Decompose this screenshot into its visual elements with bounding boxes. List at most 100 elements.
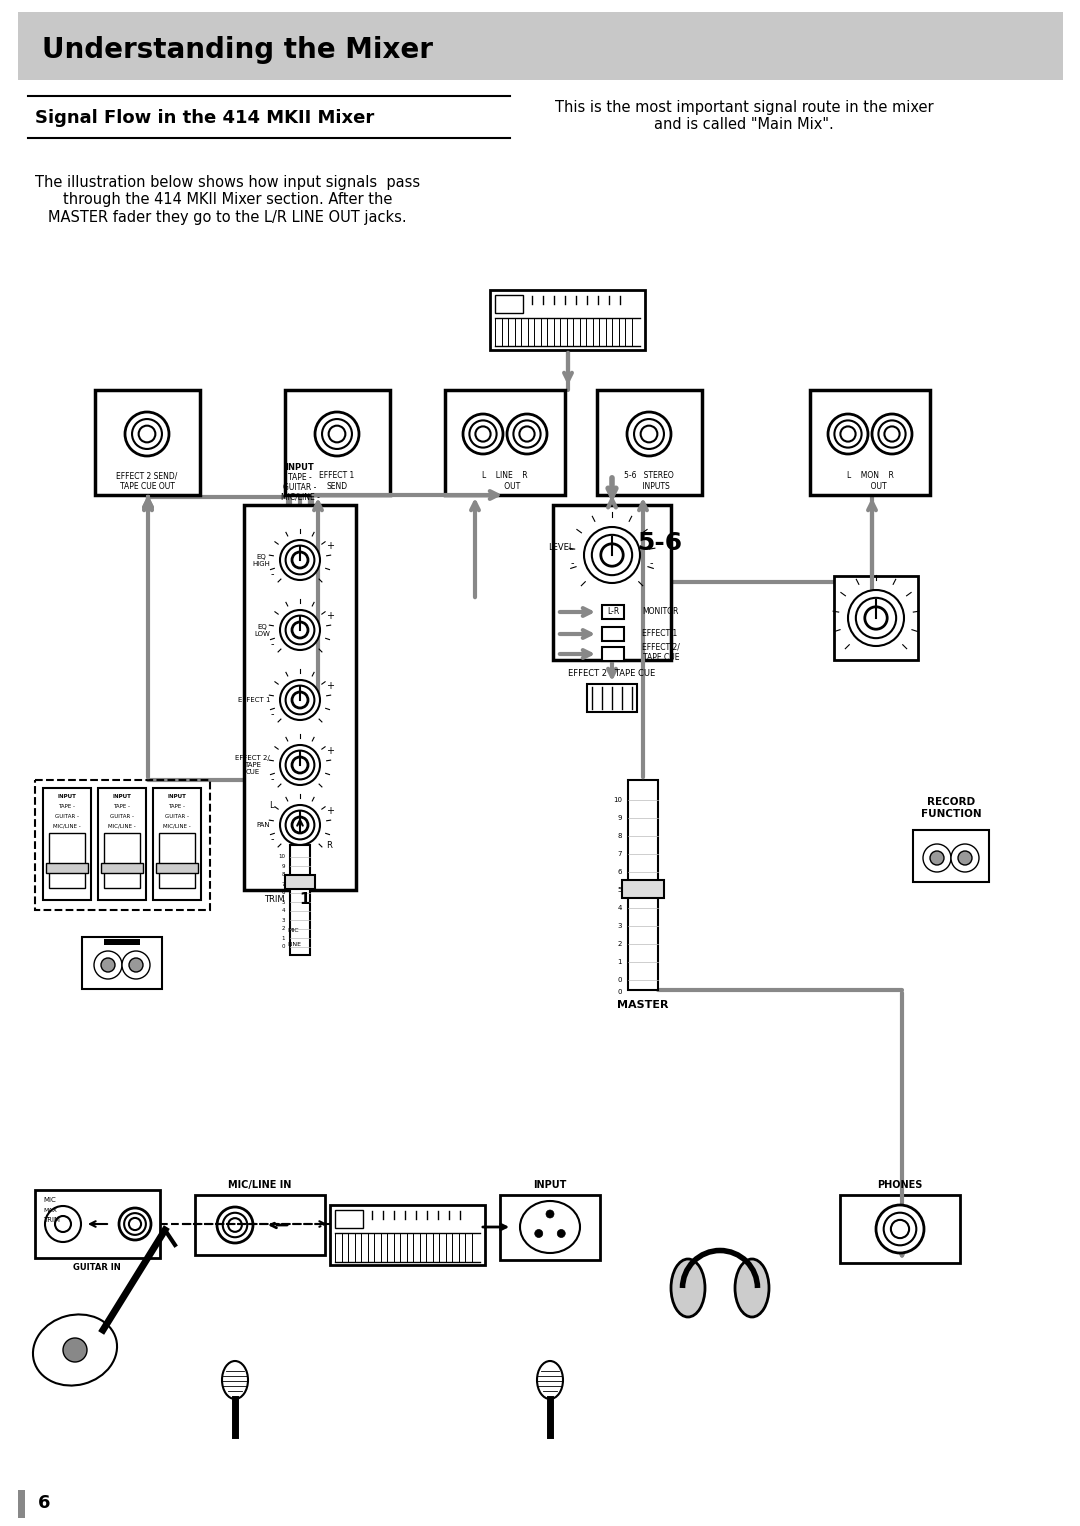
Bar [602, 627, 624, 641]
Text: +: + [326, 681, 334, 691]
Circle shape [280, 745, 320, 784]
Bar [195, 1195, 325, 1254]
Text: INPUT: INPUT [57, 794, 77, 798]
Text: GUITAR -: GUITAR - [283, 482, 316, 491]
Ellipse shape [519, 1201, 580, 1253]
Bar [495, 295, 523, 313]
Text: -: - [270, 835, 274, 844]
Text: 6: 6 [618, 868, 622, 874]
Text: MAX: MAX [43, 1207, 57, 1213]
Text: 10: 10 [613, 797, 622, 803]
Text: 10: 10 [278, 855, 285, 859]
Bar [43, 787, 91, 900]
Circle shape [292, 757, 308, 774]
Circle shape [63, 1338, 87, 1363]
Circle shape [840, 426, 855, 441]
Text: 1: 1 [618, 958, 622, 964]
Circle shape [322, 420, 352, 449]
Text: EQ
HIGH: EQ HIGH [252, 554, 270, 566]
Text: EFFECT 1
SEND: EFFECT 1 SEND [320, 472, 354, 491]
Text: 0: 0 [282, 945, 285, 949]
Text: EFFECT 2/
TAPE CUE: EFFECT 2/ TAPE CUE [642, 642, 680, 662]
Circle shape [930, 852, 944, 865]
Text: EQ
LOW: EQ LOW [254, 624, 270, 636]
Circle shape [315, 412, 359, 456]
Text: RECORD: RECORD [927, 797, 975, 807]
Circle shape [513, 420, 541, 447]
Bar [244, 505, 356, 890]
Text: +: + [326, 542, 334, 551]
Text: Understanding the Mixer: Understanding the Mixer [42, 37, 433, 64]
Circle shape [129, 1218, 141, 1230]
Circle shape [280, 681, 320, 720]
Text: TAPE -: TAPE - [58, 804, 76, 809]
Text: INPUT: INPUT [112, 794, 132, 798]
Text: This is the most important signal route in the mixer
and is called "Main Mix".: This is the most important signal route … [555, 101, 933, 133]
Bar [95, 391, 200, 494]
Text: EFFECT 2/
TAPE
CUE: EFFECT 2/ TAPE CUE [235, 755, 270, 775]
Ellipse shape [671, 1259, 705, 1317]
Circle shape [129, 958, 143, 972]
Text: 2: 2 [618, 942, 622, 948]
Text: LINE: LINE [287, 943, 301, 948]
Bar [46, 864, 87, 873]
Text: 2: 2 [282, 926, 285, 931]
Circle shape [132, 420, 162, 449]
Text: L    LINE    R
      OUT: L LINE R OUT [482, 472, 528, 491]
Bar [156, 864, 198, 873]
Circle shape [557, 1230, 565, 1238]
Text: GUITAR -: GUITAR - [55, 813, 79, 818]
Circle shape [217, 1207, 253, 1244]
Text: GUITAR IN: GUITAR IN [73, 1264, 121, 1273]
Bar [602, 647, 624, 661]
Circle shape [292, 691, 308, 708]
Text: -: - [270, 639, 274, 649]
Circle shape [891, 1219, 909, 1238]
Circle shape [470, 420, 497, 447]
Bar [335, 1210, 363, 1228]
Circle shape [640, 426, 658, 443]
Text: GUITAR -: GUITAR - [110, 813, 134, 818]
Bar [553, 505, 671, 661]
Bar [810, 391, 930, 494]
Text: MIC: MIC [287, 928, 299, 932]
Bar [153, 787, 201, 900]
Circle shape [627, 412, 671, 456]
Text: MIC/LINE -: MIC/LINE - [163, 824, 191, 829]
Text: 6: 6 [282, 891, 285, 896]
Circle shape [122, 951, 150, 980]
Bar [627, 780, 658, 990]
Text: MIC: MIC [43, 1196, 56, 1202]
Bar [622, 881, 664, 897]
Text: FUNCTION: FUNCTION [920, 809, 982, 819]
Text: -: - [270, 710, 274, 719]
Text: +: + [326, 806, 334, 816]
Text: INPUT: INPUT [285, 462, 314, 472]
Circle shape [222, 1213, 247, 1238]
Bar [18, 1489, 25, 1518]
Text: The illustration below shows how input signals  pass
through the 414 MKII Mixer : The illustration below shows how input s… [35, 175, 420, 224]
Text: PAN: PAN [256, 823, 270, 829]
Text: TAPE -: TAPE - [288, 473, 312, 482]
Text: +: + [326, 610, 334, 621]
Bar [285, 874, 315, 890]
Text: 3: 3 [618, 923, 622, 929]
Text: MIC/LINE -: MIC/LINE - [53, 824, 81, 829]
Text: -: - [270, 569, 274, 578]
Text: -: - [270, 774, 274, 784]
Text: MIC/LINE -: MIC/LINE - [108, 824, 136, 829]
Text: 7: 7 [282, 882, 285, 887]
Text: 7: 7 [618, 852, 622, 858]
Text: INPUT: INPUT [534, 1180, 567, 1190]
Bar [35, 1190, 160, 1257]
Bar [330, 1206, 485, 1265]
Bar [102, 864, 143, 873]
Ellipse shape [222, 1361, 248, 1399]
Bar [602, 604, 624, 620]
Text: L    MON    R
       OUT: L MON R OUT [847, 472, 893, 491]
Text: GUITAR -: GUITAR - [165, 813, 189, 818]
Bar [104, 833, 140, 888]
Ellipse shape [537, 1361, 563, 1399]
Text: R: R [326, 841, 332, 850]
Text: 0: 0 [618, 989, 622, 995]
